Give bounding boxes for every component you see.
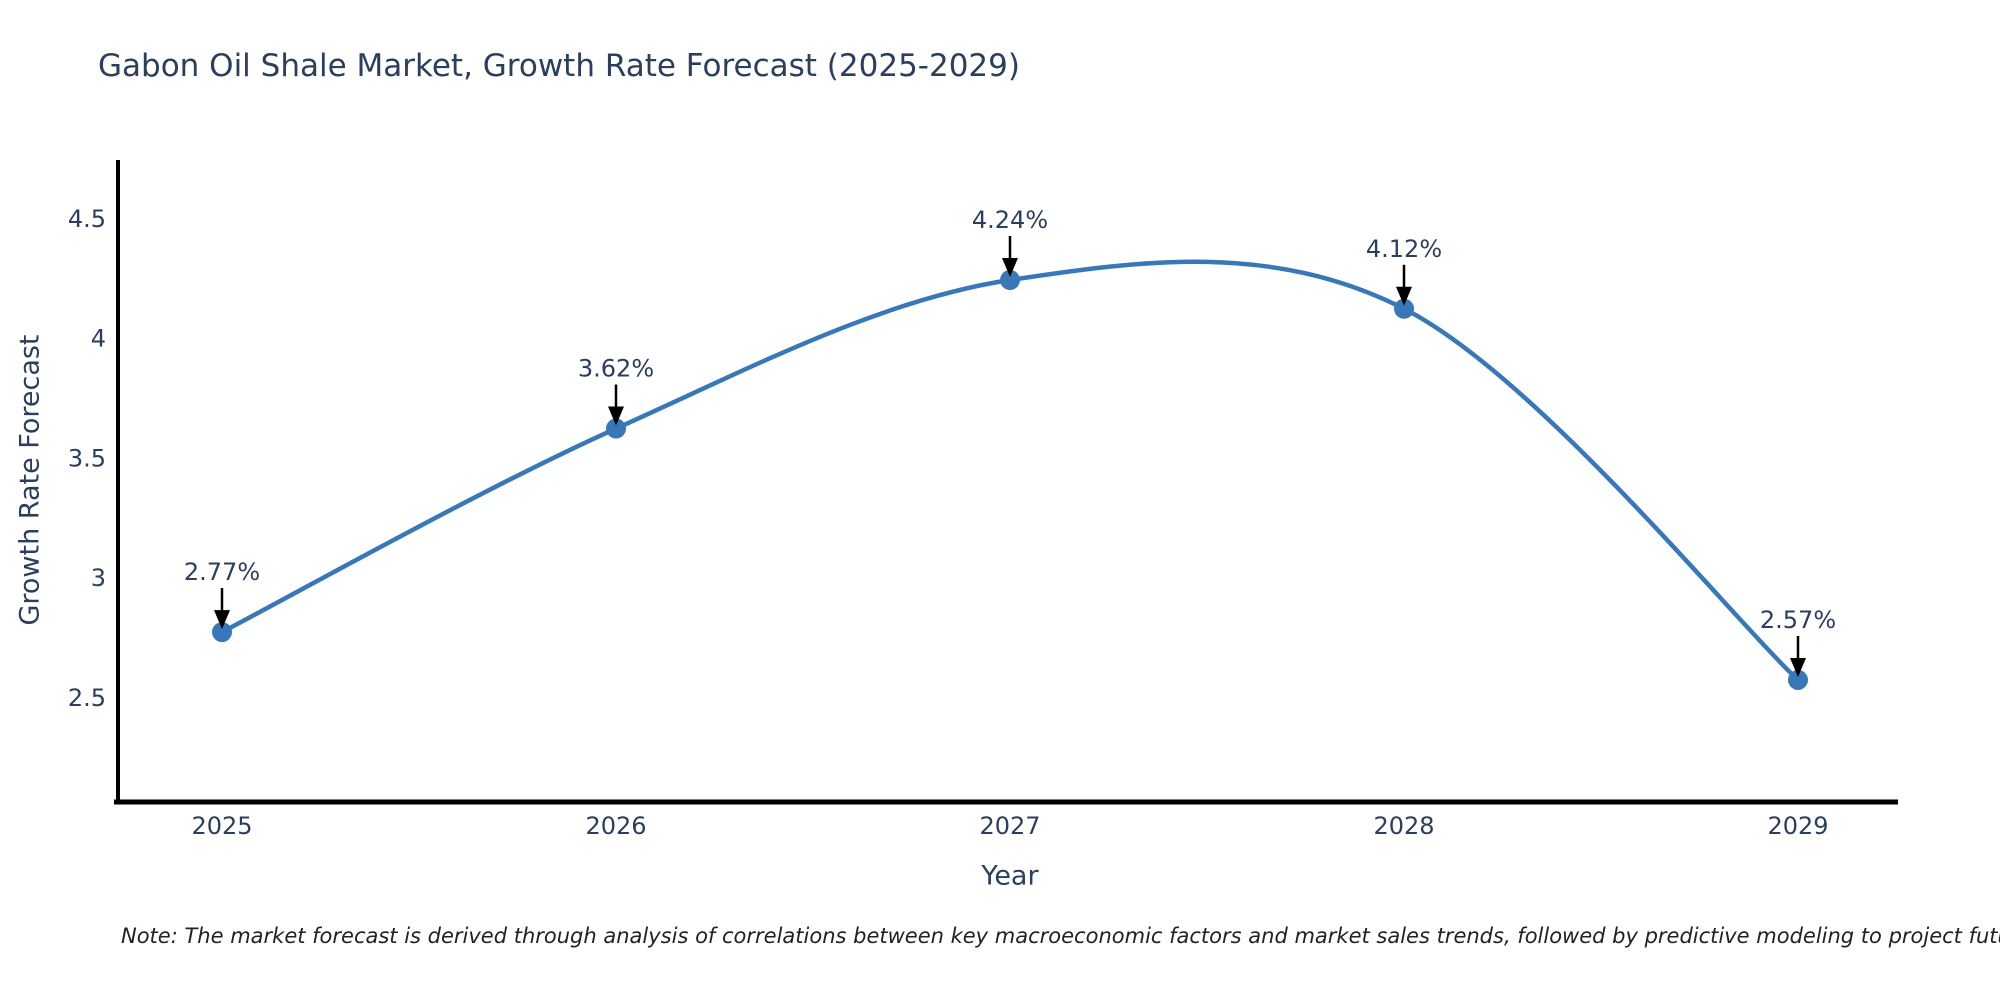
annotation-arrow-head <box>1002 258 1018 278</box>
annotation-arrow-head <box>214 610 230 630</box>
x-tick-label: 2026 <box>585 812 646 840</box>
data-point-label: 3.62% <box>578 355 654 383</box>
y-tick-label: 3 <box>91 564 106 592</box>
y-tick-label: 2.5 <box>68 684 106 712</box>
y-tick-label: 4 <box>91 325 106 353</box>
data-point-marker <box>1000 270 1020 291</box>
annotation-arrow-head <box>608 406 624 426</box>
data-point-marker <box>1788 669 1808 690</box>
x-axis-title: Year <box>981 860 1039 892</box>
y-tick-label: 4.5 <box>68 205 106 233</box>
chart-title: Gabon Oil Shale Market, Growth Rate Fore… <box>98 48 1020 84</box>
data-point-label: 4.24% <box>972 206 1048 234</box>
data-point-marker <box>212 622 232 643</box>
data-point-label: 2.57% <box>1760 606 1836 634</box>
forecast-line <box>219 259 1801 683</box>
x-tick-label: 2029 <box>1767 812 1828 840</box>
data-point-marker <box>606 418 626 439</box>
footnote: Note: The market forecast is derived thr… <box>121 924 2000 948</box>
x-tick-label: 2027 <box>979 812 1040 840</box>
data-point-label: 4.12% <box>1366 235 1442 263</box>
y-tick-label: 3.5 <box>68 444 106 472</box>
data-point-label: 2.77% <box>184 558 260 586</box>
annotation-arrow-head <box>1790 657 1806 677</box>
x-tick-label: 2028 <box>1373 812 1434 840</box>
data-point-marker <box>1394 298 1414 319</box>
annotation-arrow-head <box>1396 286 1412 306</box>
x-tick-label: 2025 <box>191 812 252 840</box>
